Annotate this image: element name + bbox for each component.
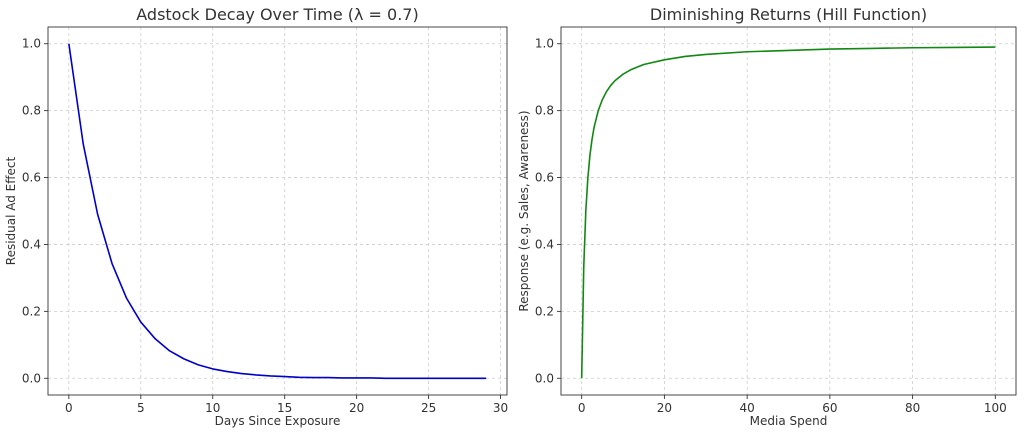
y-tick-label: 1.0 xyxy=(22,37,41,51)
x-axis-label: Media Spend xyxy=(750,414,828,428)
series-line xyxy=(580,46,996,379)
series-line xyxy=(68,43,487,380)
chart-title: Diminishing Returns (Hill Function) xyxy=(650,5,927,24)
x-tick-label: 60 xyxy=(822,401,837,415)
y-tick-label: 0.6 xyxy=(22,171,41,185)
x-tick-label: 80 xyxy=(905,401,920,415)
plot-frame xyxy=(47,26,508,396)
x-tick-label: 15 xyxy=(277,401,292,415)
y-tick-label: 0.4 xyxy=(535,237,554,251)
x-tick-label: 0 xyxy=(578,401,586,415)
x-tick-label: 40 xyxy=(739,401,754,415)
hill-function-chart: 0 20 40 60 80 100 0.0 0.2 0.4 0.6 0.8 1.0 Diminishin… xyxy=(517,5,1017,428)
adstock-decay-chart: 0 5 10 15 20 25 30 0.0 0.2 0.4 0.6 0.8 1.0 Adstock De… xyxy=(4,5,508,428)
x-tick-label: 100 xyxy=(984,401,1007,415)
y-tick-label: 1.0 xyxy=(535,37,554,51)
y-tick-label: 0.2 xyxy=(22,304,41,318)
y-tick-label: 0.6 xyxy=(535,171,554,185)
y-tick-label: 0.0 xyxy=(535,371,554,385)
x-tick-label: 25 xyxy=(421,401,436,415)
x-tick-label: 20 xyxy=(349,401,364,415)
x-tick-label: 5 xyxy=(137,401,145,415)
y-tick-label: 0.4 xyxy=(22,237,41,251)
x-tick-label: 10 xyxy=(205,401,220,415)
x-tick-label: 30 xyxy=(493,401,508,415)
y-tick-label: 0.8 xyxy=(535,104,554,118)
y-tick-label: 0.2 xyxy=(535,304,554,318)
x-axis-label: Days Since Exposure xyxy=(215,414,341,428)
y-tick-label: 0.0 xyxy=(22,371,41,385)
chart-title: Adstock Decay Over Time (λ = 0.7) xyxy=(136,5,418,24)
y-axis-label: Residual Ad Effect xyxy=(4,156,18,265)
plot-frame xyxy=(560,26,1017,396)
x-tick-label: 0 xyxy=(65,401,73,415)
y-tick-label: 0.8 xyxy=(22,104,41,118)
y-axis-label: Response (e.g. Sales, Awareness) xyxy=(517,110,531,311)
x-tick-label: 20 xyxy=(657,401,672,415)
